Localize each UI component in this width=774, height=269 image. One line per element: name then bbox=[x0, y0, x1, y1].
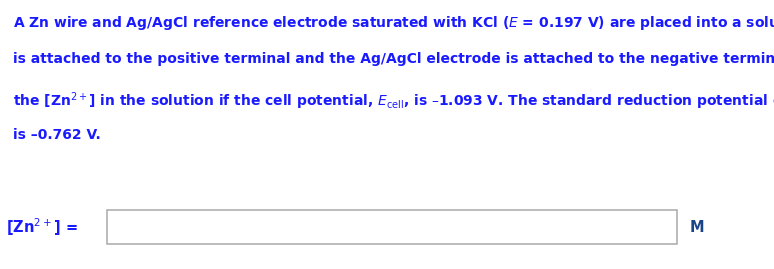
Text: M: M bbox=[690, 220, 704, 235]
Text: is –0.762 V.: is –0.762 V. bbox=[13, 128, 101, 142]
FancyBboxPatch shape bbox=[107, 210, 677, 244]
Text: the [Zn$^{2+}$] in the solution if the cell potential, $E_\mathrm{cell}$, is –1.: the [Zn$^{2+}$] in the solution if the c… bbox=[13, 90, 774, 112]
Text: [Zn$^{2+}$] =: [Zn$^{2+}$] = bbox=[6, 216, 78, 238]
Text: A Zn wire and Ag/AgCl reference electrode saturated with KCl ($E$ = 0.197 V) are: A Zn wire and Ag/AgCl reference electrod… bbox=[13, 14, 774, 32]
Text: is attached to the positive terminal and the Ag/AgCl electrode is attached to th: is attached to the positive terminal and… bbox=[13, 52, 774, 66]
